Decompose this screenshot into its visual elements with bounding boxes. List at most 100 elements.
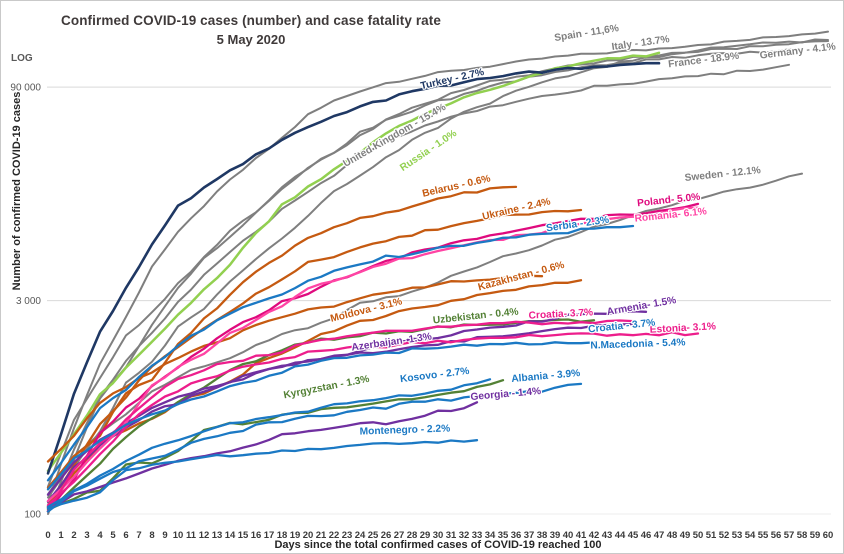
x-tick-label: 34 xyxy=(485,530,496,541)
x-tick-label: 15 xyxy=(238,530,249,541)
x-tick-label: 59 xyxy=(810,530,821,541)
x-tick-label: 48 xyxy=(667,530,678,541)
y-tick-label: 3 000 xyxy=(16,296,41,307)
series-line-montenegro xyxy=(46,439,479,510)
series-label-georgia: Georgia - 1.4% xyxy=(470,386,541,403)
x-tick-label: 14 xyxy=(225,530,236,541)
x-tick-label: 3 xyxy=(84,530,89,541)
x-tick-label: 6 xyxy=(123,530,128,541)
x-tick-label: 44 xyxy=(615,530,626,541)
series-line-georgia xyxy=(46,401,479,510)
log-scale-label: LOG xyxy=(11,53,33,64)
x-tick-label: 52 xyxy=(719,530,730,541)
series-line-albania xyxy=(46,382,583,513)
series-label-armenia: Armenia- 1.5% xyxy=(606,295,677,318)
series-line-belarus xyxy=(46,185,518,489)
series-line-serbia xyxy=(46,224,635,482)
x-tick-label: 29 xyxy=(420,530,431,541)
x-tick-label: 1 xyxy=(58,530,64,541)
x-tick-label: 32 xyxy=(459,530,470,541)
x-tick-label: 26 xyxy=(381,530,392,541)
series-label-serbia: Serbia - 2.3% xyxy=(545,215,609,235)
series-label-spain: Spain - 11,6% xyxy=(554,23,620,44)
series-line-russia xyxy=(46,51,661,473)
x-tick-label: 50 xyxy=(693,530,704,541)
series-line-ukraine xyxy=(46,208,583,508)
x-tick-label: 35 xyxy=(498,530,509,541)
x-tick-label: 33 xyxy=(472,530,483,541)
x-tick-label: 20 xyxy=(303,530,314,541)
series-label-montenegro: Montenegro - 2.2% xyxy=(359,423,450,437)
x-tick-label: 43 xyxy=(602,530,613,541)
x-tick-label: 27 xyxy=(394,530,405,541)
x-tick-label: 11 xyxy=(186,530,197,541)
x-tick-label: 42 xyxy=(589,530,600,541)
x-tick-label: 49 xyxy=(680,530,691,541)
chart-subtitle: 5 May 2020 xyxy=(216,32,286,47)
x-axis-title: Days since the total confirmed cases of … xyxy=(274,539,602,551)
x-tick-label: 28 xyxy=(407,530,418,541)
x-tick-label: 38 xyxy=(537,530,548,541)
series-label-romania: Romania- 6.1% xyxy=(634,206,707,225)
x-tick-label: 51 xyxy=(706,530,717,541)
x-tick-label: 18 xyxy=(277,530,288,541)
x-tick-label: 5 xyxy=(110,530,116,541)
x-tick-label: 47 xyxy=(654,530,665,541)
series-label-kyrgyzstan: Kyrgyzstan - 1.3% xyxy=(283,374,371,401)
series-label-united-kingdom: United Kingdom - 15.4% xyxy=(342,102,448,170)
x-tick-label: 55 xyxy=(758,530,769,541)
series-label-n-macedonia: N.Macedonia - 5.4% xyxy=(590,337,685,351)
x-tick-label: 46 xyxy=(641,530,652,541)
series-label-kosovo: Kosovo - 2.7% xyxy=(399,366,469,385)
series-line-france xyxy=(47,63,790,515)
series-line-uzbekistan xyxy=(46,318,596,513)
series-line-estonia xyxy=(46,331,700,507)
y-tick-label: 90 000 xyxy=(10,83,41,94)
series-line-kazakhstan xyxy=(46,279,583,509)
x-tick-label: 21 xyxy=(316,530,327,541)
x-tick-label: 45 xyxy=(628,530,639,541)
x-tick-label: 60 xyxy=(823,530,834,541)
x-tick-label: 17 xyxy=(264,530,275,541)
x-tick-label: 23 xyxy=(342,530,353,541)
series-line-kosovo xyxy=(46,378,492,509)
x-tick-label: 8 xyxy=(149,530,154,541)
x-tick-label: 41 xyxy=(576,530,587,541)
series-label-estonia: Estonia- 3.1% xyxy=(650,321,717,335)
x-tick-label: 24 xyxy=(355,530,366,541)
x-tick-label: 36 xyxy=(511,530,522,541)
series-line-n-macedonia xyxy=(46,341,596,491)
x-tick-label: 25 xyxy=(368,530,379,541)
x-tick-label: 57 xyxy=(784,530,795,541)
series-line-germany xyxy=(47,48,803,499)
series-label-sweden: Sweden - 12.1% xyxy=(684,165,761,184)
x-tick-label: 54 xyxy=(745,530,756,541)
chart-title: Confirmed COVID-19 cases (number) and ca… xyxy=(61,13,441,28)
x-tick-label: 30 xyxy=(433,530,444,541)
x-tick-label: 40 xyxy=(563,530,574,541)
y-tick-label: 100 xyxy=(24,510,41,521)
x-tick-label: 31 xyxy=(446,530,457,541)
x-tick-label: 0 xyxy=(45,530,50,541)
x-tick-label: 37 xyxy=(524,530,535,541)
x-tick-label: 19 xyxy=(290,530,301,541)
series-line-croatia xyxy=(46,319,635,513)
x-tick-label: 39 xyxy=(550,530,561,541)
x-tick-label: 53 xyxy=(732,530,743,541)
x-tick-label: 16 xyxy=(251,530,262,541)
x-tick-label: 22 xyxy=(329,530,340,541)
x-tick-label: 7 xyxy=(136,530,141,541)
series-line-united-kingdom xyxy=(47,38,829,507)
series-line-romania xyxy=(46,206,700,503)
series-label-croatia: Croatia- 3.7% xyxy=(528,307,593,321)
x-tick-label: 13 xyxy=(212,530,223,541)
x-tick-label: 58 xyxy=(797,530,808,541)
series-label-belarus: Belarus - 0.6% xyxy=(421,173,491,199)
x-tick-label: 9 xyxy=(162,530,167,541)
series-line-turkey xyxy=(46,61,661,475)
x-tick-label: 4 xyxy=(97,530,103,541)
x-tick-label: 56 xyxy=(771,530,782,541)
series-line-spain xyxy=(47,30,829,504)
x-tick-label: 2 xyxy=(71,530,76,541)
